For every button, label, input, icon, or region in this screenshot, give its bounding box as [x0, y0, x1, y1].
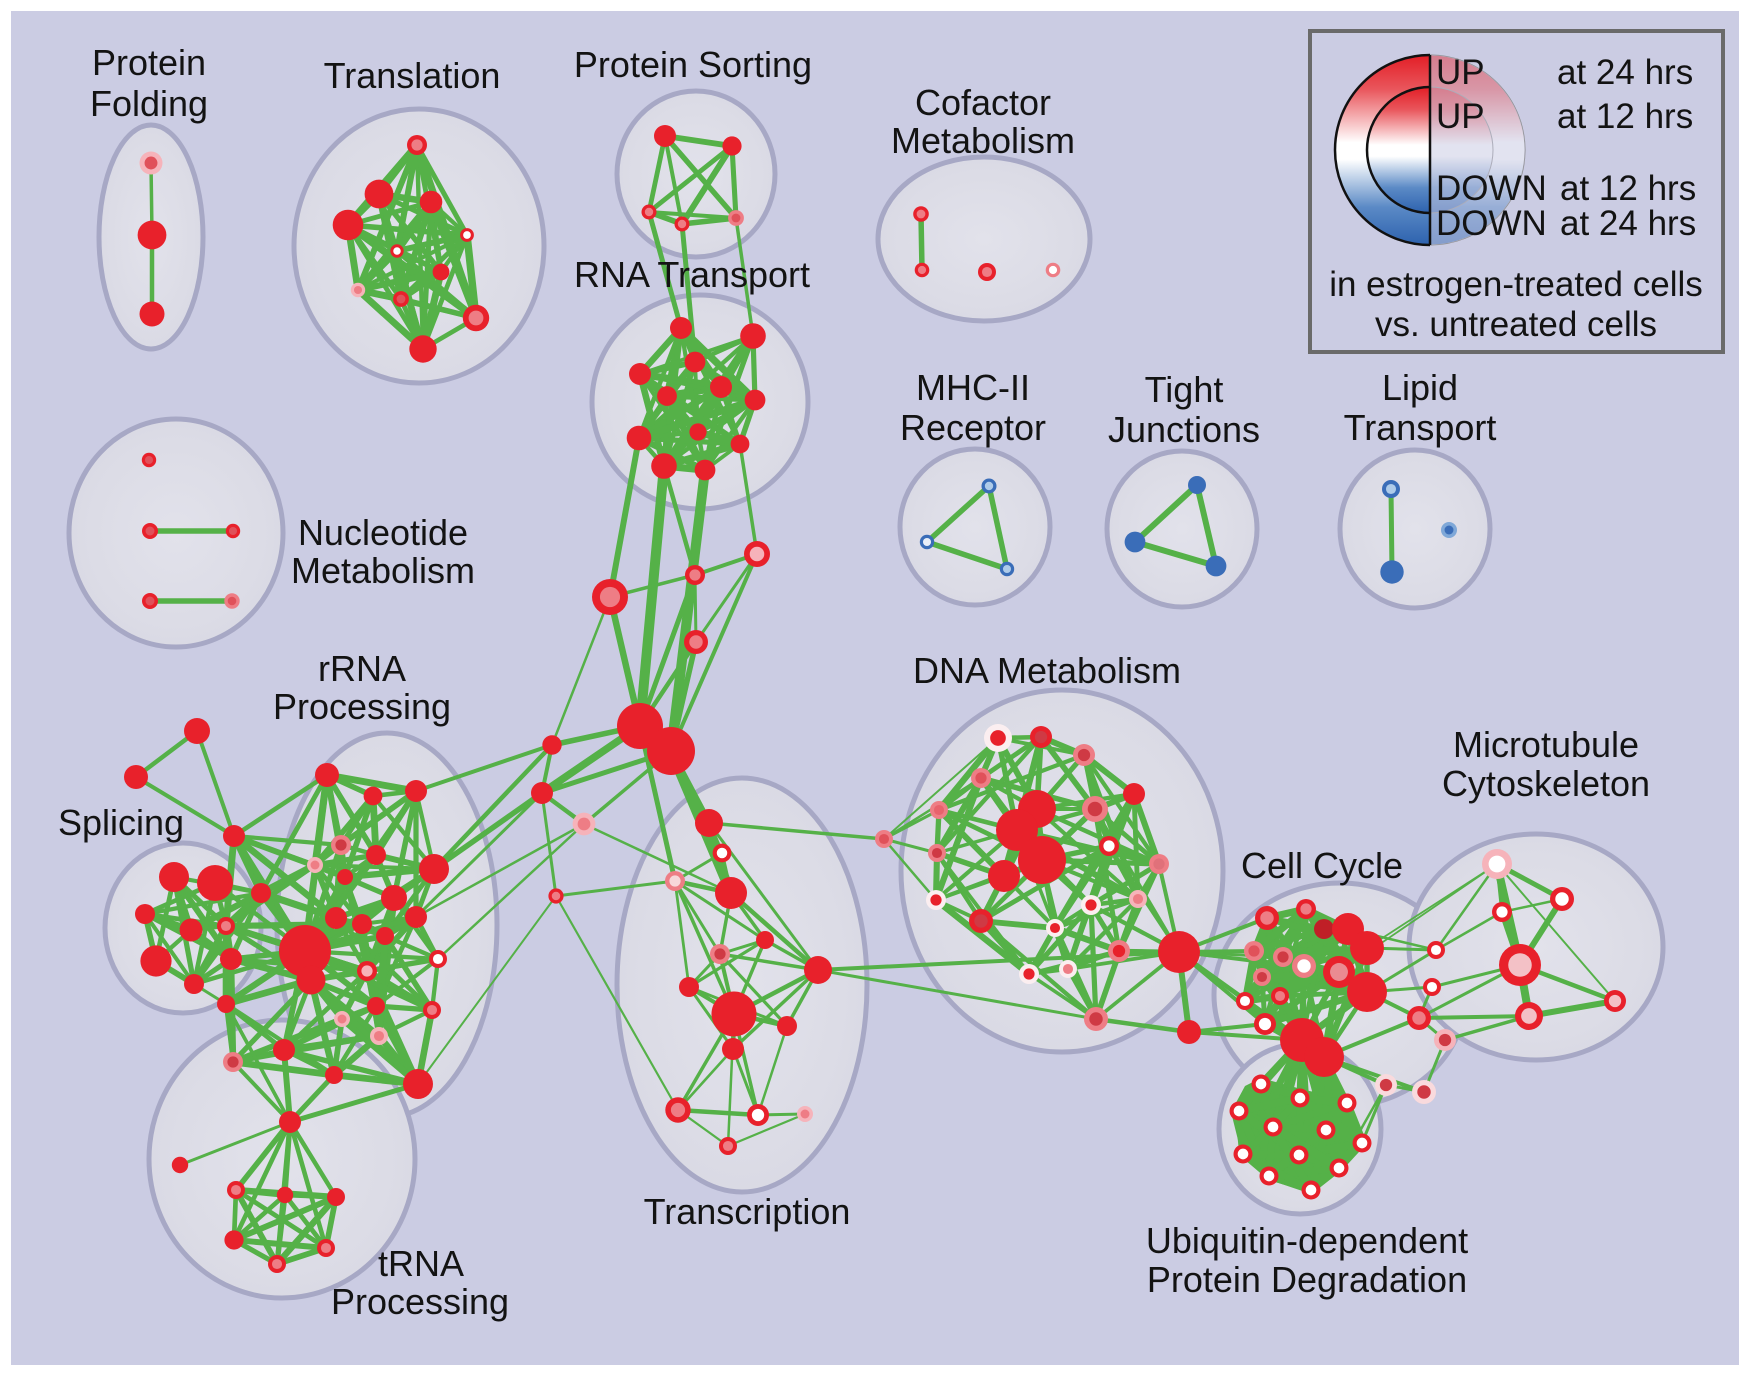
svg-text:RNA Transport: RNA Transport — [574, 254, 810, 295]
svg-text:in estrogen-treated cells: in estrogen-treated cells — [1329, 265, 1703, 304]
svg-text:Cell Cycle: Cell Cycle — [1241, 845, 1403, 886]
svg-text:vs. untreated cells: vs. untreated cells — [1375, 305, 1657, 344]
svg-text:Protein: Protein — [92, 42, 206, 83]
svg-text:Lipid: Lipid — [1382, 367, 1458, 408]
svg-text:at 24 hrs: at 24 hrs — [1557, 53, 1693, 92]
svg-text:Folding: Folding — [90, 83, 208, 124]
svg-text:Ubiquitin-dependent: Ubiquitin-dependent — [1146, 1220, 1468, 1261]
svg-text:Metabolism: Metabolism — [891, 120, 1075, 161]
svg-text:DOWN: DOWN — [1436, 204, 1547, 243]
svg-text:Processing: Processing — [331, 1281, 509, 1322]
svg-text:Cytoskeleton: Cytoskeleton — [1442, 763, 1650, 804]
svg-text:Translation: Translation — [324, 55, 501, 96]
svg-text:Processing: Processing — [273, 686, 451, 727]
svg-text:Nucleotide: Nucleotide — [298, 512, 468, 553]
svg-text:rRNA: rRNA — [318, 648, 406, 689]
svg-text:Protein Degradation: Protein Degradation — [1147, 1259, 1467, 1300]
svg-text:Junctions: Junctions — [1108, 409, 1260, 450]
svg-text:Tight: Tight — [1145, 369, 1224, 410]
svg-text:at 12 hrs: at 12 hrs — [1560, 169, 1696, 208]
svg-text:Cofactor: Cofactor — [915, 82, 1051, 123]
svg-text:UP: UP — [1436, 53, 1485, 92]
svg-text:Microtubule: Microtubule — [1453, 724, 1639, 765]
svg-text:tRNA: tRNA — [378, 1243, 464, 1284]
svg-text:UP: UP — [1436, 97, 1485, 136]
svg-text:Receptor: Receptor — [900, 407, 1046, 448]
svg-text:MHC-II: MHC-II — [916, 367, 1030, 408]
svg-text:Transcription: Transcription — [644, 1191, 851, 1232]
svg-text:DNA Metabolism: DNA Metabolism — [913, 650, 1181, 691]
svg-text:Protein Sorting: Protein Sorting — [574, 44, 812, 85]
svg-text:DOWN: DOWN — [1436, 169, 1547, 208]
svg-text:Splicing: Splicing — [58, 802, 184, 843]
svg-text:at 24 hrs: at 24 hrs — [1560, 204, 1696, 243]
svg-text:at 12 hrs: at 12 hrs — [1557, 97, 1693, 136]
svg-text:Metabolism: Metabolism — [291, 550, 475, 591]
svg-text:Transport: Transport — [1344, 407, 1497, 448]
